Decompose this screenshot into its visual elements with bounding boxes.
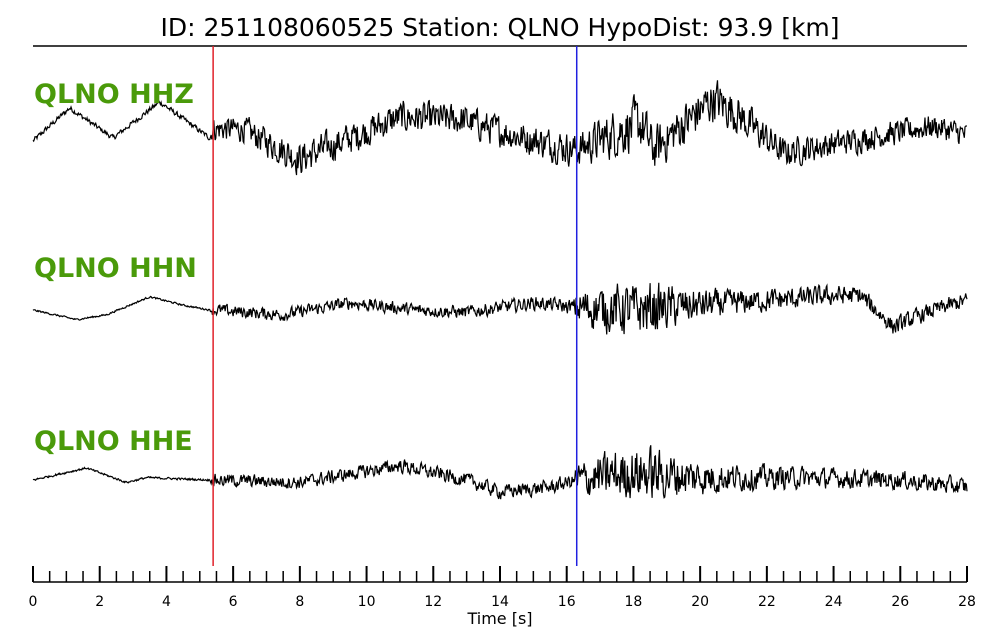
channel-labels: QLNO HHZ QLNO HHN QLNO HHE bbox=[34, 79, 197, 457]
x-tick-label: 20 bbox=[691, 594, 709, 610]
x-tick-label: 16 bbox=[558, 594, 576, 610]
x-tick-label: 14 bbox=[491, 594, 509, 610]
chart-title: ID: 251108060525 Station: QLNO HypoDist:… bbox=[160, 13, 839, 42]
time-axis: 0 2 4 6 8 10 12 14 16 18 20 22 24 26 28 bbox=[29, 566, 976, 610]
x-tick-label: 18 bbox=[625, 594, 643, 610]
traces-group bbox=[32, 80, 968, 500]
x-tick-label: 26 bbox=[891, 594, 909, 610]
phase-markers bbox=[212, 46, 578, 566]
x-tick-label: 0 bbox=[29, 594, 38, 610]
x-tick-label: 2 bbox=[95, 594, 104, 610]
x-tick-label: 6 bbox=[229, 594, 238, 610]
x-tick-label: 10 bbox=[358, 594, 376, 610]
channel-label-3: QLNO HHE bbox=[34, 426, 193, 457]
x-tick-label: 22 bbox=[758, 594, 776, 610]
x-axis-label: Time [s] bbox=[466, 609, 532, 628]
x-tick-label: 8 bbox=[295, 594, 304, 610]
channel-label-2: QLNO HHN bbox=[34, 253, 197, 284]
x-tick-label: 28 bbox=[958, 594, 976, 610]
trace-3 bbox=[32, 445, 968, 500]
trace-2 bbox=[32, 282, 968, 335]
x-tick-label: 4 bbox=[162, 594, 171, 610]
trace-1 bbox=[32, 80, 968, 176]
x-tick-label: 24 bbox=[825, 594, 843, 610]
channel-label-1: QLNO HHZ bbox=[34, 79, 194, 110]
x-tick-label: 12 bbox=[424, 594, 442, 610]
